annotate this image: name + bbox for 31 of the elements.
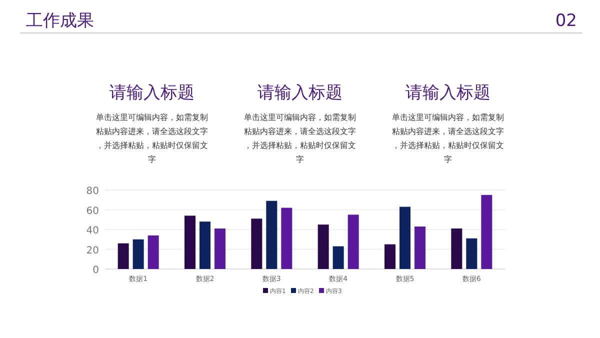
text: 02 [555,11,577,31]
text: 请输入标题 [406,83,490,103]
bar [266,200,278,269]
text: 单击这里可编辑内容，如需复制粘贴内容进来，请全选这段文字，并选择粘贴，粘贴时仅保留文字 [244,113,356,164]
y-tick-label: 40 [86,226,99,236]
bar [400,206,410,269]
bar [466,238,478,269]
bar [481,194,492,269]
bar [451,228,462,269]
text: 请输入标题 [110,83,194,103]
bar [384,244,396,269]
y-tick-label: 60 [86,206,99,217]
bar [148,235,159,269]
chart-title: 工作成果 [26,11,94,31]
bar [214,228,226,269]
bar [200,222,210,269]
bar [132,239,144,269]
bar [348,214,359,269]
bar [118,243,129,269]
text: 单击这里可编辑内容，如需复制粘贴内容进来，请全选这段文字，并选择粘贴，粘贴时仅保留文字 [392,113,504,164]
bar [251,218,262,269]
bar [281,208,292,269]
y-tick-label: 0 [92,265,99,276]
y-tick-label: 20 [86,245,99,256]
text: 请输入标题 [258,83,342,103]
bar [318,224,329,269]
y-tick-label: 80 [86,186,99,197]
bar [332,246,344,269]
bar [414,226,426,269]
bar [184,216,196,269]
text: 单击这里可编辑内容，如需复制粘贴内容进来，请全选这段文字，并选择粘贴，粘贴时仅保留文字 [96,113,208,164]
